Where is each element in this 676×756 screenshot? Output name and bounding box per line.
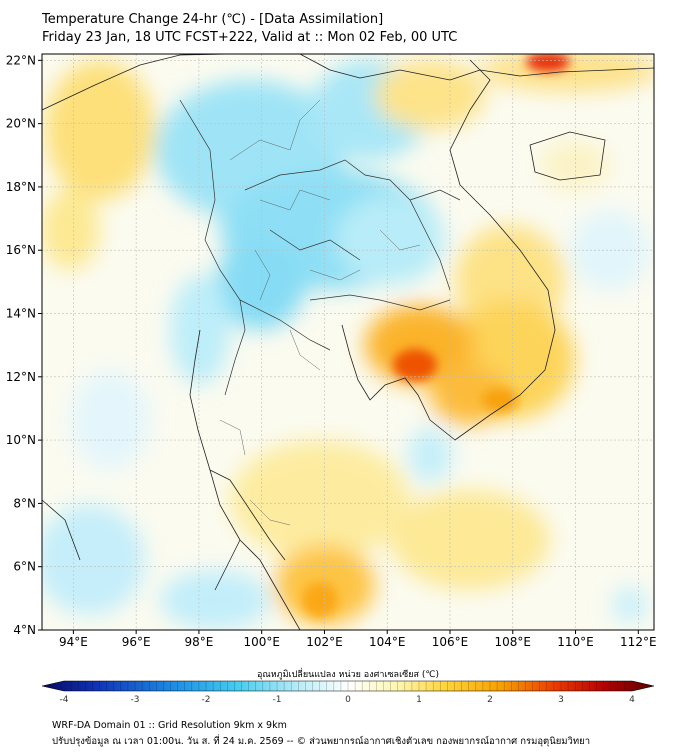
lat-tick-label: 8°N	[13, 496, 36, 510]
lat-tick-label: 18°N	[6, 180, 36, 194]
lon-tick-label: 106°E	[432, 635, 469, 649]
lon-tick-label: 96°E	[122, 635, 151, 649]
lat-tick-label: 4°N	[13, 623, 36, 637]
latitude-axis: 22°N 20°N 18°N 16°N 14°N 12°N 10°N 8°N 6°N 4°N	[6, 53, 42, 637]
lon-tick-label: 104°E	[369, 635, 406, 649]
lon-tick-label: 100°E	[243, 635, 280, 649]
colorbar-tick-label: -1	[273, 695, 282, 705]
temperature-field	[42, 54, 654, 630]
colorbar-tick-label: 1	[416, 695, 422, 705]
colorbar-divisions	[70, 681, 626, 691]
lon-tick-label: 102°E	[306, 635, 343, 649]
lat-tick-label: 20°N	[6, 117, 36, 131]
model-info: WRF-DA Domain 01 :: Grid Resolution 9km …	[52, 720, 287, 731]
map-title: Temperature Change 24-hr (℃) - [Data Ass…	[42, 12, 384, 27]
colorbar-title: อุณหภูมิเปลี่ยนแปลง หน่วย องศาเซลเซียส (…	[257, 667, 439, 680]
map-frame	[41, 53, 655, 631]
colorbar-tick-label: 0	[345, 695, 351, 705]
lat-tick-label: 6°N	[13, 560, 36, 574]
colorbar-ramp	[41, 680, 655, 692]
lon-tick-label: 112°E	[620, 635, 657, 649]
lat-tick-label: 12°N	[6, 370, 36, 384]
lat-tick-label: 16°N	[6, 243, 36, 257]
lon-tick-label: 94°E	[59, 635, 88, 649]
graticule	[42, 54, 654, 630]
longitude-axis: 94°E 96°E 98°E 100°E 102°E 104°E 106°E 108°E 110…	[59, 630, 657, 649]
colorbar-tick-label: 2	[487, 695, 493, 705]
colorbar-tick-label: -3	[131, 695, 140, 705]
lat-tick-label: 22°N	[6, 53, 36, 67]
lon-tick-label: 110°E	[557, 635, 594, 649]
colorbar-tick-label: 4	[629, 695, 635, 705]
colorbar-tick-label: -4	[60, 695, 69, 705]
country-borders	[179, 99, 461, 396]
lon-tick-label: 108°E	[495, 635, 532, 649]
lat-tick-label: 14°N	[6, 307, 36, 321]
colorbar: อุณหภูมิเปลี่ยนแปลง หน่วย องศาเซลเซียส (…	[41, 667, 655, 705]
colorbar-ticks: -4 -3 -2 -1 0 1 2 3 4	[60, 695, 636, 705]
map-subtitle: Friday 23 Jan, 18 UTC FCST+222, Valid at…	[42, 30, 458, 45]
lon-tick-label: 98°E	[184, 635, 213, 649]
coastlines	[42, 54, 654, 630]
update-credit: ปรับปรุงข้อมูล ณ เวลา 01:00น. วัน ส. ที่…	[52, 736, 591, 747]
lat-tick-label: 10°N	[6, 433, 36, 447]
colorbar-tick-label: 3	[558, 695, 564, 705]
colorbar-tick-label: -2	[202, 695, 211, 705]
province-borders	[219, 99, 421, 526]
